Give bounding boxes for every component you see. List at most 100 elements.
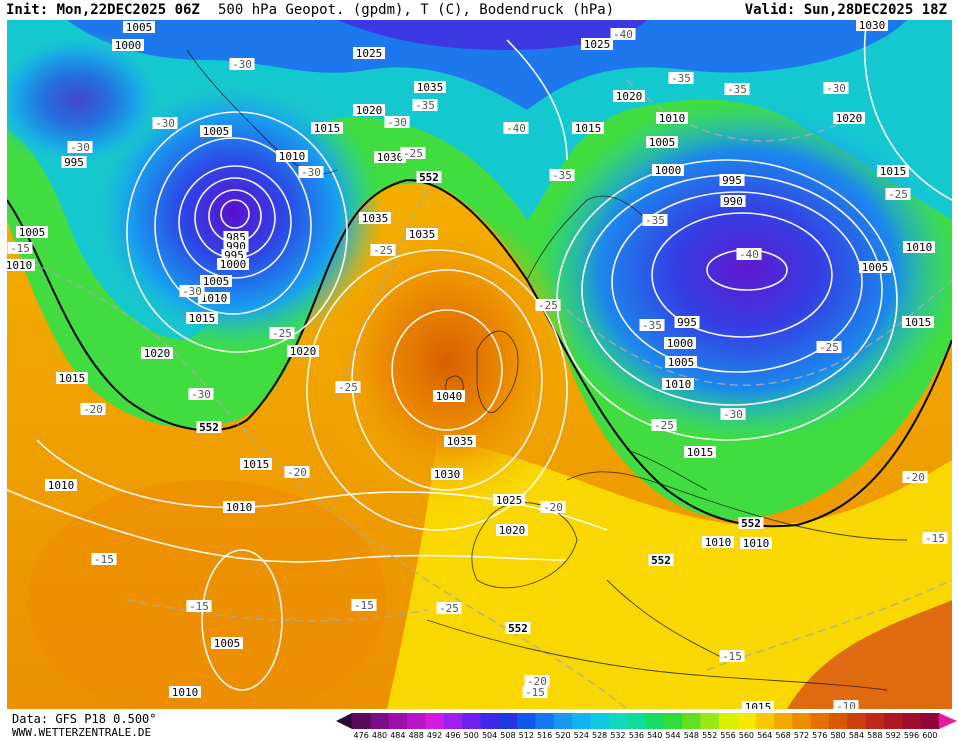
svg-text:1015: 1015 [687,446,714,459]
temperature-label: -25 [269,327,295,340]
isobar-label: 1010 [276,150,308,163]
svg-text:1025: 1025 [356,47,383,60]
colorbar-box [553,713,573,729]
temperature-label: -40 [736,248,762,261]
svg-text:-10: -10 [836,700,856,709]
temperature-label: -20 [902,471,928,484]
svg-text:552: 552 [651,554,671,567]
colorbar-box [352,713,371,729]
isobar-label: 1015 [877,165,909,178]
temperature-label: -30 [298,166,324,179]
temperature-label: -25 [816,341,842,354]
temperature-label: -25 [885,188,911,201]
svg-text:-25: -25 [819,341,839,354]
isobar-label: 1000 [112,39,144,52]
colorbar-box [425,713,445,729]
svg-text:1020: 1020 [144,347,171,360]
svg-text:1005: 1005 [862,261,889,274]
svg-text:-20: -20 [287,466,307,479]
colorbar-label: 600 [922,731,937,740]
svg-text:990: 990 [723,195,743,208]
colorbar-box [828,713,848,729]
svg-text:-30: -30 [232,58,252,71]
svg-text:1010: 1010 [743,537,770,550]
isobar-label: 1015 [902,316,934,329]
temperature-label: -25 [400,147,426,160]
svg-text:1025: 1025 [496,494,523,507]
svg-text:1005: 1005 [126,21,153,34]
svg-text:1015: 1015 [243,458,270,471]
svg-text:-30: -30 [387,116,407,129]
colorbar-label: 568 [775,731,790,740]
svg-text:-35: -35 [415,99,435,112]
blue-north [67,20,907,110]
colorbar-box [700,713,720,729]
temperature-label: -30 [179,285,205,298]
colorbar-box [517,713,536,729]
svg-text:1035: 1035 [409,228,436,241]
svg-text:-25: -25 [439,602,459,615]
isobar-label: 1005 [859,261,891,274]
website-credit: WWW.WETTERZENTRALE.DE [12,726,152,739]
temperature-label: -15 [7,242,33,255]
map-title: 500 hPa Geopot. (gpdm), T (C), Bodendruc… [218,2,615,18]
colorbar-box [920,713,940,729]
svg-text:1010: 1010 [279,150,306,163]
colorbar-label: 488 [409,731,424,740]
svg-text:-25: -25 [654,419,674,432]
colorbar-box [462,713,481,729]
svg-text:-20: -20 [905,471,925,484]
svg-text:1015: 1015 [745,701,772,709]
temperature-label: -20 [540,501,566,514]
temperature-label: -30 [188,388,214,401]
svg-text:552: 552 [508,622,528,635]
temperature-label: -20 [284,466,310,479]
temperature-label: -15 [91,553,117,566]
colorbar-box [883,713,903,729]
svg-text:-15: -15 [525,686,545,699]
svg-text:-30: -30 [723,408,743,421]
svg-text:1030: 1030 [859,20,886,32]
svg-text:1005: 1005 [19,226,46,239]
isobar-label: 1020 [833,112,865,125]
isobar-label: 1020 [141,347,173,360]
isobar-labels: 1005 1000 1025 1025 1030 1035 1020 1015 1010 1005… [7,20,935,709]
temperature-label: -25 [436,602,462,615]
svg-text:1030: 1030 [434,468,461,481]
geopotential-label: 552 [738,517,764,530]
svg-text:-15: -15 [189,600,209,613]
svg-text:1030: 1030 [377,151,404,164]
colorbar-box [370,713,390,729]
svg-text:1015: 1015 [314,122,341,135]
colorbar-box [608,713,628,729]
colorbar-label: 532 [610,731,625,740]
isobar-label: 1015 [572,122,604,135]
svg-text:1000: 1000 [667,337,694,350]
southeast-warm [787,600,952,709]
colorbar-label: 588 [867,731,882,740]
isobar-label: 1010 [656,112,688,125]
low-east [537,100,952,440]
colorbar-label: 592 [886,731,901,740]
svg-text:1005: 1005 [649,136,676,149]
svg-text:1020: 1020 [836,112,863,125]
colorbar-label: 528 [592,731,607,740]
colorbar-box [480,713,500,729]
svg-text:1035: 1035 [362,212,389,225]
temperature-label: -35 [549,169,575,182]
colorbar-label: 580 [830,731,845,740]
temperature-label: -20 [80,403,106,416]
isobar-label: 1015 [56,372,88,385]
temperature-label: -15 [351,599,377,612]
colorbar: 476 480 484 488 492 496 500 504 508 512 516 520 524 5… [336,713,957,740]
high-center [317,210,577,510]
temperature-label: -25 [535,299,561,312]
colorbar-box [865,713,885,729]
low-far-west [7,30,167,170]
temperature-label: -25 [651,419,677,432]
isobar-label: 1005 [16,226,48,239]
isobar-label: 1005 [123,21,155,34]
colorbar-box [773,713,793,729]
colorbar-boxes [336,713,957,729]
colorbar-labels: 476 480 484 488 492 496 500 504 508 512 516 520 524 5… [354,731,938,740]
